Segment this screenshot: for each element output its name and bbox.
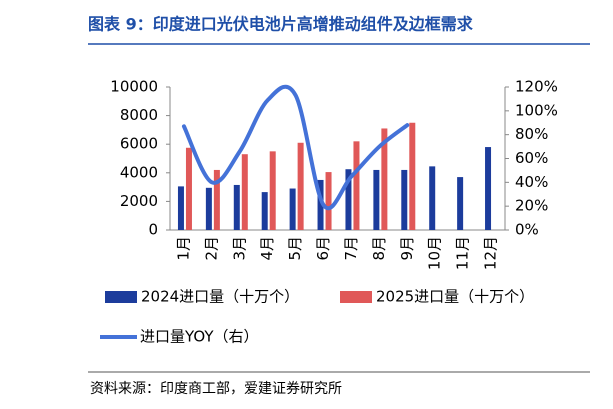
bar <box>213 169 220 230</box>
y-tick-label: 6000 <box>120 135 158 153</box>
bar <box>409 122 416 230</box>
x-tick-label: 3月 <box>230 236 248 261</box>
bar <box>429 166 436 230</box>
x-tick-label: 1月 <box>174 236 192 261</box>
bar <box>345 169 352 230</box>
bar <box>261 192 268 230</box>
x-tick-label: 11月 <box>454 236 472 270</box>
y-tick-label: 0 <box>148 221 158 239</box>
bar <box>177 186 184 230</box>
source-note: 资料来源：印度商工部，爱建证券研究所 <box>90 381 342 397</box>
x-tick-label: 5月 <box>286 236 304 261</box>
x-tick-label: 10月 <box>426 236 444 270</box>
y-tick-label: 4000 <box>120 163 158 181</box>
bar <box>205 187 212 230</box>
legend-label: 进口量YOY（右） <box>140 328 259 346</box>
bar <box>373 169 380 230</box>
y2-tick-label: 100% <box>515 101 558 119</box>
bar <box>485 147 492 230</box>
x-tick-label: 2月 <box>202 236 220 261</box>
bar <box>297 142 304 230</box>
bar <box>241 154 248 230</box>
y2-tick-label: 60% <box>515 149 548 167</box>
y-tick-label: 8000 <box>120 106 158 124</box>
bar <box>401 169 408 230</box>
x-tick-label: 12月 <box>482 236 500 270</box>
chart-title: 图表 9：印度进口光伏电池片高增推动组件及边框需求 <box>88 15 474 34</box>
y2-tick-label: 0% <box>515 221 539 239</box>
x-tick-label: 7月 <box>342 236 360 261</box>
legend-label: 2025进口量（十万个） <box>376 288 534 306</box>
y2-tick-label: 40% <box>515 173 548 191</box>
bar <box>317 179 324 230</box>
x-tick-label: 9月 <box>398 236 416 261</box>
y-tick-label: 2000 <box>120 192 158 210</box>
legend-label: 2024进口量（十万个） <box>141 288 299 306</box>
x-tick-label: 4月 <box>258 236 276 261</box>
bar <box>269 151 276 230</box>
legend-swatch <box>105 291 137 303</box>
bar <box>185 147 192 230</box>
y2-tick-label: 80% <box>515 125 548 143</box>
y2-tick-label: 20% <box>515 197 548 215</box>
yoy-line <box>181 84 410 211</box>
bar <box>381 128 388 230</box>
bar <box>457 177 464 230</box>
y-tick-label: 10000 <box>110 78 158 96</box>
bar <box>353 141 360 230</box>
x-tick-label: 6月 <box>314 236 332 261</box>
bar <box>233 184 240 230</box>
legend-swatch <box>340 291 372 303</box>
bar <box>325 172 332 230</box>
y2-tick-label: 120% <box>515 78 558 96</box>
bar <box>289 188 296 230</box>
x-tick-label: 8月 <box>370 236 388 261</box>
